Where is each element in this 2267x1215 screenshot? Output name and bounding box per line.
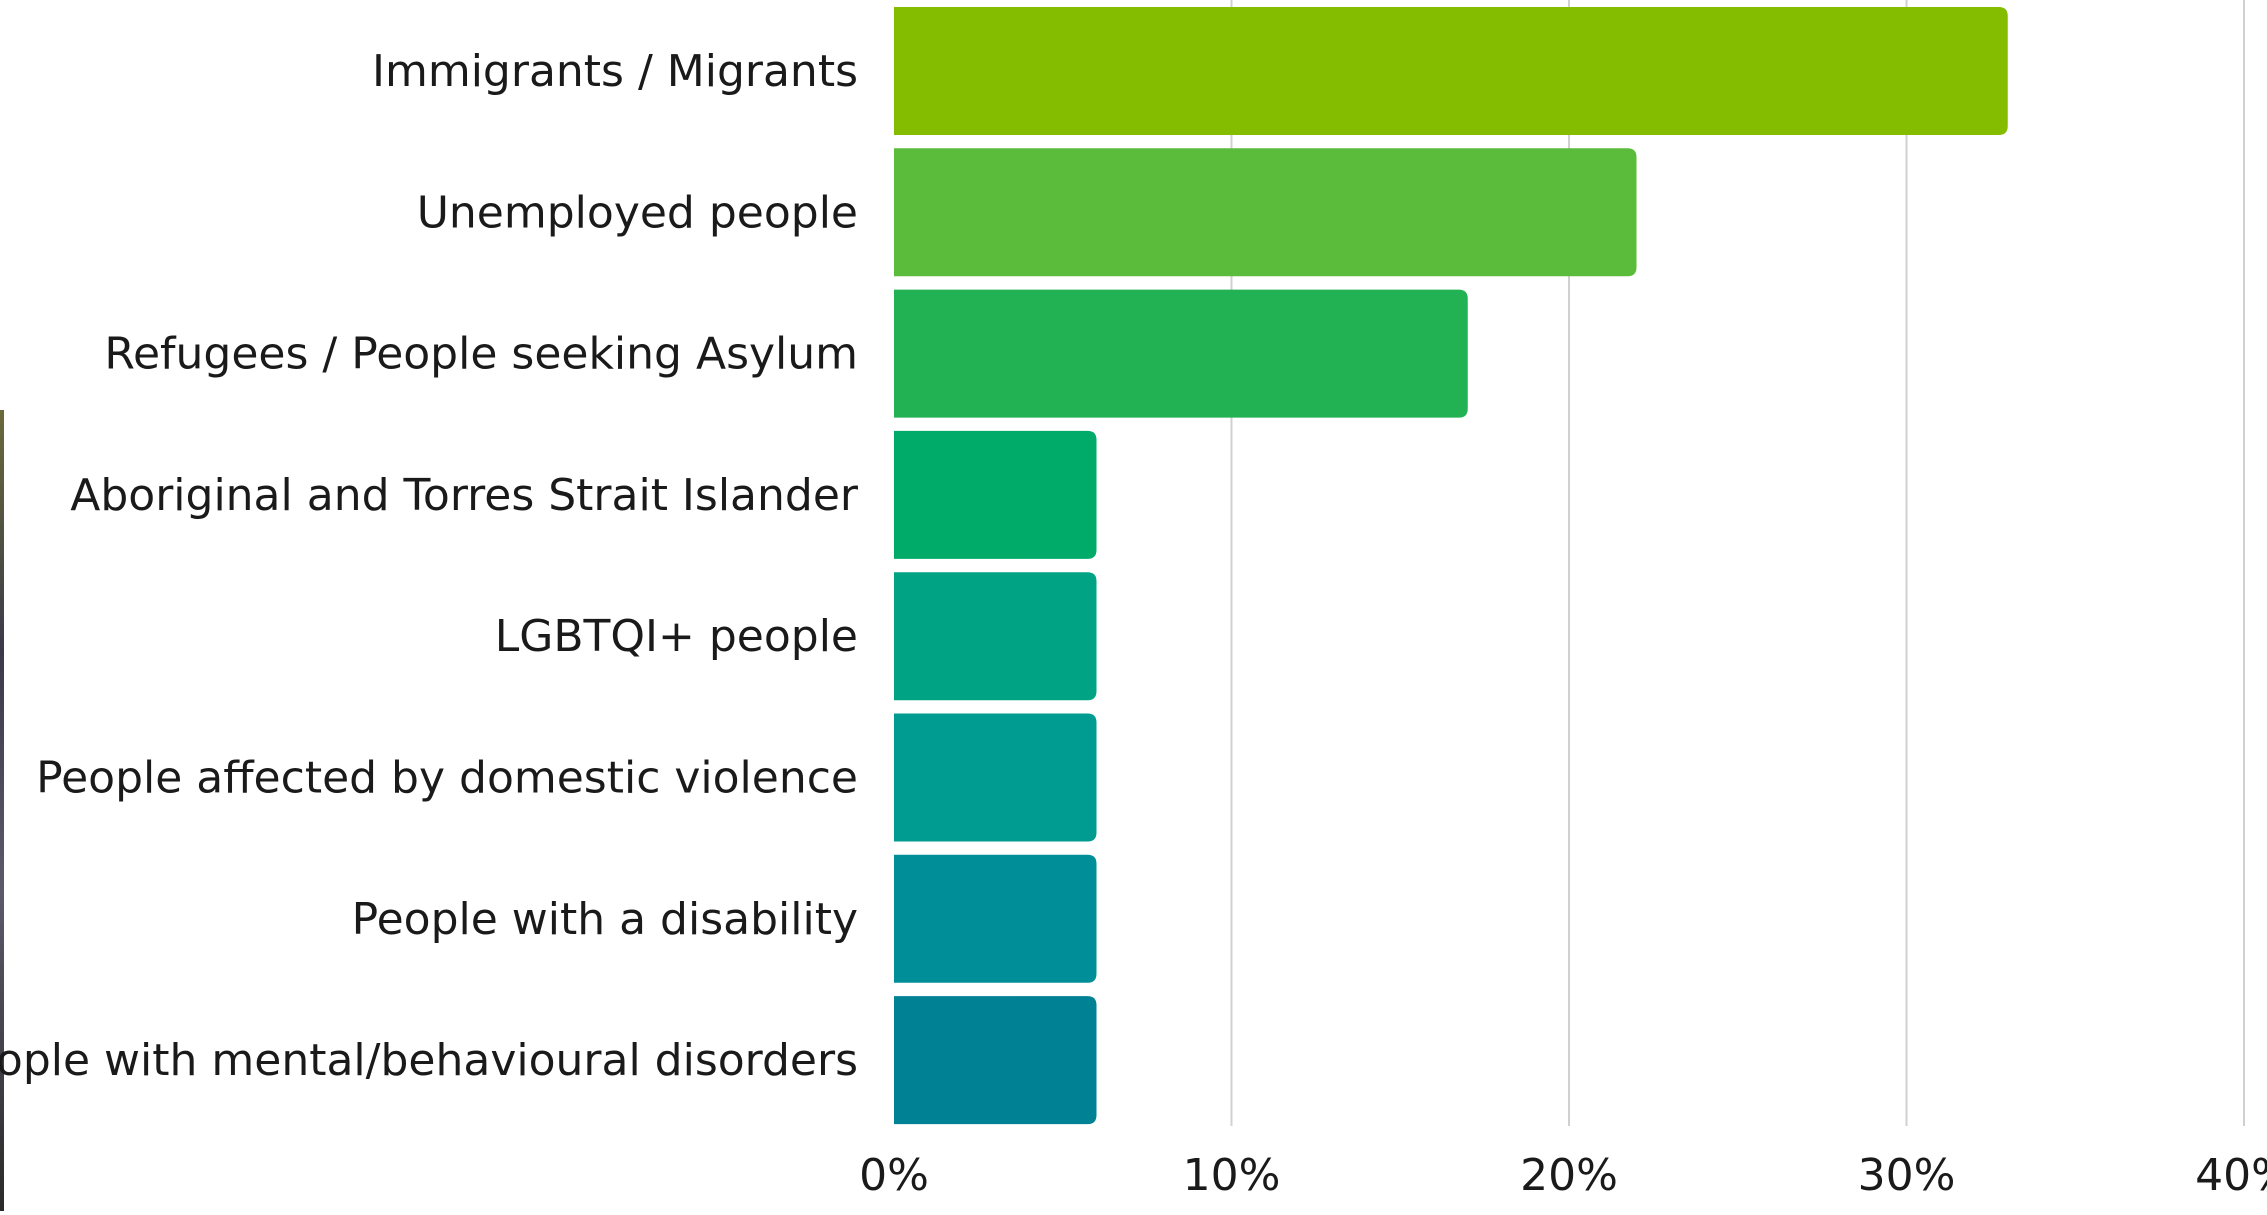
x-tick-label-10pct: 10%	[1183, 1150, 1281, 1201]
x-tick-label-40pct: 40%	[2195, 1150, 2267, 1201]
category-label-8: People with mental/behavioural disorders	[0, 1035, 858, 1086]
category-label-4: Aboriginal and Torres Strait Islander	[70, 470, 859, 521]
category-label-2: Unemployed people	[417, 187, 858, 238]
bar-3	[894, 289, 1468, 418]
category-label-1: Immigrants / Migrants	[372, 46, 858, 97]
bar-8	[894, 996, 1097, 1125]
bar-6	[894, 713, 1097, 842]
category-label-5: LGBTQI+ people	[495, 611, 858, 662]
bar-7	[894, 854, 1097, 983]
left-edge-strip	[0, 410, 4, 1211]
bar-4	[894, 430, 1097, 559]
category-label-3: Refugees / People seeking Asylum	[104, 329, 858, 380]
x-tick-label-30pct: 30%	[1858, 1150, 1956, 1201]
x-tick-label-20pct: 20%	[1520, 1150, 1618, 1201]
bar-5	[894, 572, 1097, 701]
category-label-6: People affected by domestic violence	[36, 753, 858, 804]
x-tick-label-0pct: 0%	[859, 1150, 929, 1201]
category-label-7: People with a disability	[352, 894, 858, 945]
x-tick-labels: 0% 10% 20% 30% 40%	[859, 1150, 2267, 1201]
bars	[894, 7, 2008, 1125]
bar-2	[894, 148, 1637, 277]
bar-1	[894, 7, 2008, 135]
category-labels: Immigrants / Migrants Unemployed people Re…	[0, 46, 859, 1086]
